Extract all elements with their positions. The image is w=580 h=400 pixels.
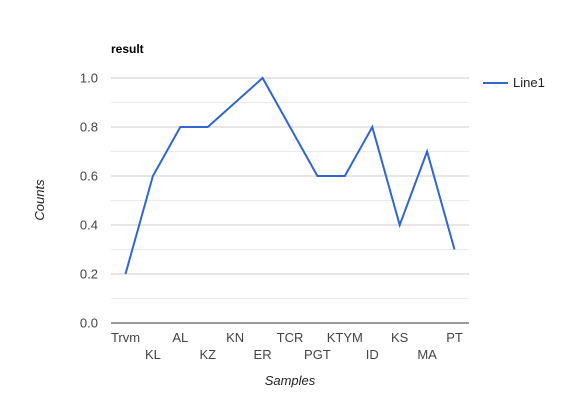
x-tick-label: KS [391,330,409,345]
x-tick-label: Trvm [111,330,140,345]
y-axis-label: Counts [32,179,47,221]
x-tick-label: TCR [277,330,304,345]
gridlines [111,77,469,299]
x-tick-label: ID [366,347,379,362]
y-tick-label: 0.4 [80,218,98,233]
x-tick-label: KN [226,330,244,345]
x-tick-label: MA [417,347,437,362]
legend-label-line1: Line1 [513,75,545,90]
x-tick-label: PGT [304,347,331,362]
x-tick-label: ER [254,347,272,362]
x-axis-label: Samples [265,373,316,388]
series-line-line1 [124,76,456,275]
chart-title: result [111,42,144,56]
x-tick-label: KL [145,347,161,362]
y-tick-label: 0.2 [80,267,98,282]
legend: Line1 [483,75,545,90]
x-tick-label: KTYM [327,330,363,345]
y-tick-label: 0.0 [80,316,98,331]
y-axis-ticks: 0.0 0.2 0.4 0.6 0.8 1.0 [80,71,98,331]
x-tick-label: KZ [199,347,216,362]
y-tick-label: 0.6 [80,169,98,184]
x-tick-label: AL [172,330,188,345]
y-tick-label: 1.0 [80,71,98,86]
x-tick-label: PT [446,330,463,345]
y-tick-label: 0.8 [80,120,98,135]
